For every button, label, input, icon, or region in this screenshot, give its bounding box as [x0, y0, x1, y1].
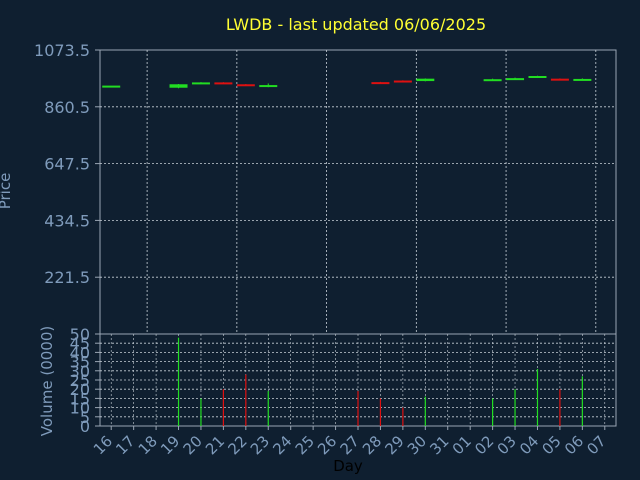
candle-29 — [393, 80, 412, 83]
candle-28 — [371, 81, 390, 85]
candle-23 — [259, 83, 278, 88]
candle-05 — [550, 78, 569, 81]
volume-tick-label: 5 — [80, 408, 90, 427]
candle-body — [214, 82, 233, 85]
volume-tick-label: 25 — [70, 371, 90, 390]
candle-body — [259, 85, 278, 88]
candle-body — [506, 78, 525, 81]
candle-body — [573, 78, 592, 81]
price-plot-frame — [99, 49, 617, 335]
chart-title: LWDB - last updated 06/06/2025 — [226, 15, 486, 34]
candle-body — [528, 76, 547, 78]
price-tick-label: 1073.5 — [34, 41, 90, 60]
volume-tick-label: 15 — [70, 389, 90, 408]
volume-tick-label: 50 — [70, 325, 90, 344]
candle-body — [236, 84, 255, 87]
candle-06 — [573, 78, 592, 81]
candle-body — [483, 79, 502, 82]
price-panel: 1073.5 860.5 647.5 434.5 221.5 — [34, 41, 617, 335]
volume-tick-label: 30 — [70, 362, 90, 381]
candle-body — [102, 85, 121, 88]
candle-body — [550, 78, 569, 81]
volume-panel: 5045403530252015105016171819202122232425… — [70, 325, 617, 458]
candle-16 — [102, 85, 121, 88]
candle-body — [191, 82, 210, 85]
candle-30 — [416, 78, 435, 82]
price-axis-label: Price — [0, 173, 14, 210]
volume-tick-label: 0 — [80, 417, 90, 436]
candle-04 — [528, 75, 547, 78]
volume-axis-label: Volume (0000) — [38, 326, 56, 436]
candle-body — [371, 82, 390, 85]
candle-21 — [214, 82, 233, 85]
candle-body — [416, 78, 435, 82]
volume-tick-label: 40 — [70, 343, 90, 362]
x-tick-label: 07 — [583, 432, 609, 458]
candle-22 — [236, 84, 255, 87]
price-tick-label: 647.5 — [44, 155, 90, 174]
volume-tick-label: 35 — [70, 353, 90, 372]
volume-tick-label: 45 — [70, 334, 90, 353]
price-tick-label: 434.5 — [44, 211, 90, 230]
candle-02 — [483, 78, 502, 82]
candle-body — [169, 84, 188, 88]
candle-19 — [169, 84, 188, 89]
candle-20 — [191, 82, 210, 85]
volume-tick-label: 20 — [70, 380, 90, 399]
x-axis-label: Day — [333, 457, 363, 475]
candle-03 — [506, 77, 525, 81]
price-tick-label: 221.5 — [44, 268, 90, 287]
volume-tick-label: 10 — [70, 399, 90, 418]
price-tick-label: 860.5 — [44, 98, 90, 117]
candle-body — [393, 80, 412, 83]
